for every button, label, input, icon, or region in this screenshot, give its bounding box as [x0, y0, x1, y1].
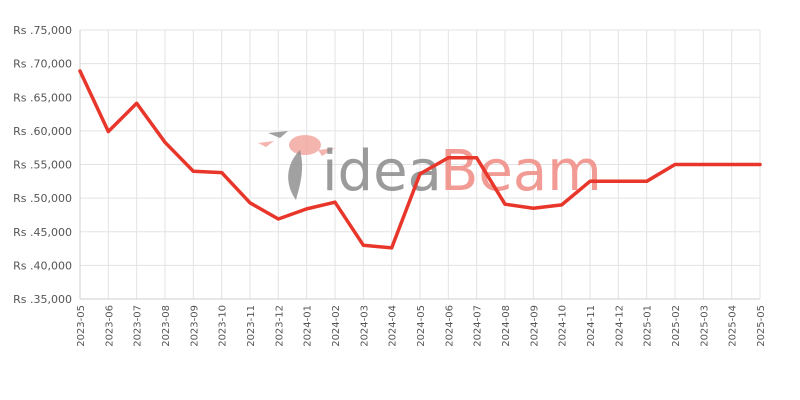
data-point [503, 202, 507, 206]
y-axis-ticks: Rs .75,000 Rs .70,000 Rs .65,000 Rs .60,000… [13, 24, 72, 306]
data-point [616, 179, 620, 183]
data-point [645, 179, 649, 183]
y-tick-label: Rs .40,000 [13, 259, 72, 272]
x-tick-label: 2024-01 [303, 305, 314, 347]
x-tick-label: 2024-09 [529, 305, 540, 347]
data-point [106, 129, 110, 134]
data-point [758, 162, 762, 167]
data-point [531, 206, 535, 210]
x-tick-label: 2024-06 [444, 305, 455, 347]
x-tick-label: 2024-11 [586, 305, 597, 347]
data-point [191, 169, 195, 173]
x-tick-label: 2023-11 [246, 305, 257, 347]
logo-icon [258, 131, 335, 200]
x-tick-label: 2023-06 [104, 305, 115, 347]
data-point [248, 201, 252, 205]
data-point [673, 162, 677, 167]
x-tick-label: 2025-01 [643, 305, 654, 347]
y-tick-label: Rs .55,000 [13, 159, 72, 172]
x-tick-label: 2023-08 [161, 305, 172, 347]
x-tick-label: 2023-09 [189, 305, 200, 347]
y-tick-label: Rs .65,000 [13, 91, 72, 104]
data-point [276, 217, 280, 221]
x-tick-label: 2025-02 [671, 305, 682, 347]
data-point [418, 172, 422, 176]
grid-layer [79, 29, 761, 300]
data-point [361, 243, 365, 247]
data-point [135, 101, 139, 105]
data-point [730, 162, 734, 167]
x-axis-ticks: 2023-05 2023-06 2023-07 2023-08 2023-09 2023-… [76, 305, 767, 347]
data-point [390, 246, 394, 250]
data-point [333, 200, 337, 204]
y-tick-label: Rs .35,000 [13, 293, 72, 306]
y-tick-label: Rs .75,000 [13, 24, 72, 37]
series-layer [78, 69, 762, 250]
x-tick-label: 2023-07 [133, 305, 144, 347]
data-point [220, 170, 224, 175]
data-point [163, 140, 167, 144]
data-point [475, 156, 479, 160]
x-tick-label: 2025-05 [756, 305, 767, 347]
x-tick-label: 2024-05 [416, 305, 427, 347]
x-tick-label: 2023-05 [76, 305, 87, 347]
x-tick-label: 2024-10 [558, 305, 569, 347]
data-point [701, 162, 705, 167]
data-point [560, 203, 564, 207]
x-tick-label: 2024-04 [388, 305, 399, 347]
y-tick-label: Rs .60,000 [13, 125, 72, 138]
data-point [588, 179, 592, 183]
x-tick-label: 2024-07 [473, 305, 484, 347]
x-tick-label: 2024-02 [331, 305, 342, 347]
x-tick-label: 2025-04 [728, 305, 739, 347]
data-point [446, 156, 450, 160]
x-tick-label: 2025-03 [699, 305, 710, 347]
data-point [78, 69, 82, 73]
x-tick-label: 2023-12 [274, 305, 285, 347]
watermark-beam-text: Beam [440, 139, 602, 204]
data-point [305, 207, 309, 211]
x-tick-label: 2024-12 [614, 305, 625, 347]
x-tick-label: 2023-10 [218, 305, 229, 347]
x-tick-label: 2024-03 [359, 305, 370, 347]
y-tick-label: Rs .70,000 [13, 58, 72, 71]
y-tick-label: Rs .45,000 [13, 226, 72, 239]
x-tick-label: 2024-08 [501, 305, 512, 347]
y-tick-label: Rs .50,000 [13, 192, 72, 205]
